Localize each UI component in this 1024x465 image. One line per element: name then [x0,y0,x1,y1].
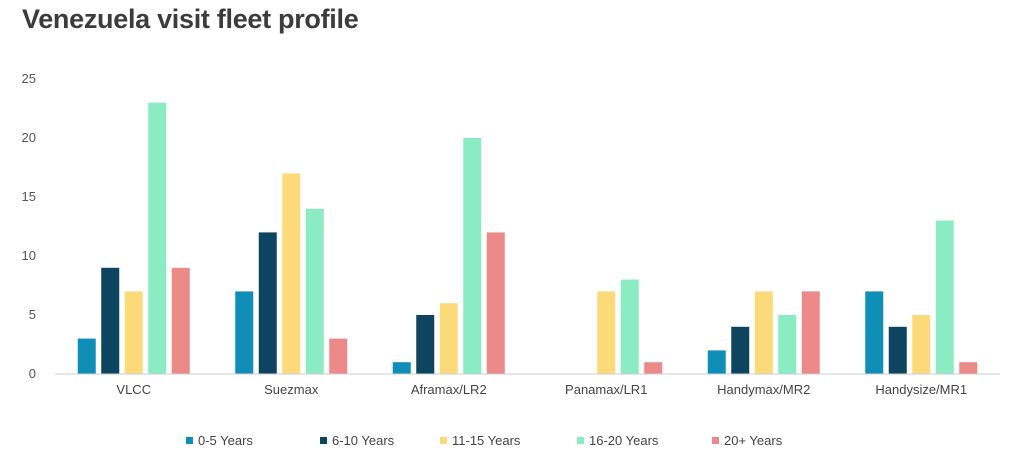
bar [888,326,907,374]
legend-label: 0-5 Years [198,433,253,448]
bar [235,291,254,374]
bar [486,232,505,374]
bar [282,173,301,374]
bar [171,267,190,374]
bar [329,338,348,374]
y-tick-label: 10 [22,248,36,263]
y-tick-label: 25 [22,71,36,86]
bar [865,291,884,374]
legend-swatch [712,437,719,444]
x-tick-label: Panamax/LR1 [565,382,647,397]
bar [305,208,324,374]
chart-title: Venezuela visit fleet profile [22,4,359,34]
bar [439,303,458,374]
bar [258,232,277,374]
x-axis: VLCC Suezmax Aframax/LR2 Panamax/LR1 Handyma… [116,382,967,397]
y-tick-label: 20 [22,130,36,145]
x-tick-label: Handysize/MR1 [875,382,967,397]
x-tick-label: Handymax/MR2 [717,382,810,397]
y-axis: 0 5 10 15 20 25 [22,71,36,381]
bar [912,315,931,374]
bar [77,338,96,374]
bar [754,291,773,374]
legend-label: 20+ Years [724,433,783,448]
x-tick-label: Suezmax [264,382,319,397]
legend-item: 11-15 Years [440,433,521,448]
x-tick-label: Aframax/LR2 [411,382,487,397]
bar [392,362,411,374]
x-tick-label: VLCC [116,382,151,397]
legend-label: 6-10 Years [332,433,395,448]
legend-item: 0-5 Years [186,433,253,448]
bar [778,315,797,374]
bar-group [77,102,190,374]
y-tick-label: 0 [29,366,36,381]
bar-group [865,220,978,374]
bar [731,326,750,374]
bar [148,102,167,374]
y-tick-label: 15 [22,189,36,204]
bar-group [707,291,820,374]
bar [935,220,954,374]
legend-label: 11-15 Years [452,433,521,448]
bar [801,291,820,374]
bar [707,350,726,374]
legend-item: 6-10 Years [320,433,395,448]
bar [620,279,639,374]
bar-group [235,173,348,374]
legend-item: 16-20 Years [577,433,659,448]
legend-swatch [320,437,327,444]
bar [463,138,482,374]
bar-group [392,138,505,374]
legend-item: 20+ Years [712,433,783,448]
bar [959,362,978,374]
legend-swatch [186,437,193,444]
legend-swatch [577,437,584,444]
bar-groups [77,102,978,374]
bar [124,291,143,374]
bar [416,315,435,374]
bar [101,267,120,374]
bar-group [597,279,663,374]
legend-label: 16-20 Years [589,433,659,448]
bar [644,362,663,374]
bar [597,291,616,374]
legend-swatch [440,437,447,444]
legend: 0-5 Years 6-10 Years 11-15 Years 16-20 Year… [186,433,783,448]
y-tick-label: 5 [29,307,36,322]
